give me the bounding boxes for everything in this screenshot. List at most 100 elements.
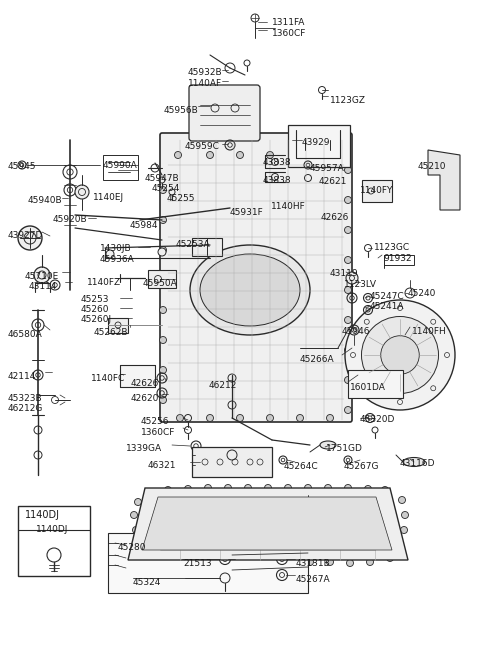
Circle shape xyxy=(75,185,89,199)
Ellipse shape xyxy=(200,254,300,326)
Circle shape xyxy=(247,558,253,566)
FancyBboxPatch shape xyxy=(160,133,352,422)
Circle shape xyxy=(206,558,214,566)
Text: 46580A: 46580A xyxy=(8,330,43,339)
Circle shape xyxy=(34,267,50,283)
Text: 43929: 43929 xyxy=(302,138,331,147)
Circle shape xyxy=(159,367,167,374)
Text: 45956B: 45956B xyxy=(164,106,199,115)
Text: 1140DJ: 1140DJ xyxy=(36,525,68,534)
Text: 43119: 43119 xyxy=(330,269,359,278)
Circle shape xyxy=(187,560,193,567)
Circle shape xyxy=(18,226,42,250)
Circle shape xyxy=(398,497,406,504)
Bar xyxy=(148,270,176,288)
Text: 45254: 45254 xyxy=(152,184,180,193)
Text: 1140FC: 1140FC xyxy=(91,374,125,383)
Text: 45241A: 45241A xyxy=(370,302,405,311)
Circle shape xyxy=(285,484,291,491)
Text: 43838: 43838 xyxy=(263,158,292,167)
Text: 43838: 43838 xyxy=(263,176,292,185)
Text: 45210: 45210 xyxy=(418,162,446,171)
Bar xyxy=(192,238,222,256)
Text: 45936A: 45936A xyxy=(100,255,135,264)
Circle shape xyxy=(345,226,351,233)
Circle shape xyxy=(237,151,243,159)
Circle shape xyxy=(326,415,334,421)
Text: 1430JB: 1430JB xyxy=(100,244,132,253)
Text: 1140FH: 1140FH xyxy=(412,327,447,336)
Circle shape xyxy=(345,196,351,203)
Text: 45253: 45253 xyxy=(81,295,109,304)
Text: 43131B: 43131B xyxy=(296,559,331,568)
Text: 45267A: 45267A xyxy=(296,575,331,584)
Text: 1140AF: 1140AF xyxy=(188,79,222,88)
Text: 43114: 43114 xyxy=(29,282,58,291)
Circle shape xyxy=(386,554,394,562)
Bar xyxy=(103,155,138,180)
Circle shape xyxy=(184,486,192,493)
Text: 45240: 45240 xyxy=(408,289,436,298)
Ellipse shape xyxy=(403,458,425,467)
Circle shape xyxy=(131,512,137,519)
Circle shape xyxy=(442,161,448,168)
Text: 45950A: 45950A xyxy=(143,279,178,288)
Text: 42626: 42626 xyxy=(131,379,159,388)
Text: 42621: 42621 xyxy=(319,177,348,186)
Text: 1360CF: 1360CF xyxy=(272,29,306,38)
Ellipse shape xyxy=(190,245,310,335)
Circle shape xyxy=(345,300,455,410)
Text: 1311FA: 1311FA xyxy=(272,18,305,27)
Circle shape xyxy=(204,484,212,491)
Polygon shape xyxy=(128,488,408,560)
Circle shape xyxy=(264,484,272,491)
Circle shape xyxy=(134,499,142,506)
Text: 45256: 45256 xyxy=(141,417,169,426)
Text: 1601DA: 1601DA xyxy=(350,383,386,392)
Circle shape xyxy=(345,376,351,384)
Circle shape xyxy=(159,396,167,404)
Text: 45946: 45946 xyxy=(342,327,371,336)
Text: 1339GA: 1339GA xyxy=(126,444,162,453)
Circle shape xyxy=(158,248,166,256)
Ellipse shape xyxy=(320,441,336,449)
Polygon shape xyxy=(142,497,392,550)
Circle shape xyxy=(345,287,351,294)
Bar xyxy=(288,125,350,167)
Bar xyxy=(108,533,308,593)
Polygon shape xyxy=(428,150,460,210)
Bar xyxy=(362,180,392,202)
Bar xyxy=(18,506,90,576)
Circle shape xyxy=(244,484,252,491)
Circle shape xyxy=(345,166,351,174)
Bar xyxy=(192,447,272,477)
Text: 1123LV: 1123LV xyxy=(344,280,377,289)
Circle shape xyxy=(106,250,114,258)
Circle shape xyxy=(132,526,140,534)
Circle shape xyxy=(227,558,233,566)
Circle shape xyxy=(448,187,456,194)
Text: 45957A: 45957A xyxy=(310,164,345,173)
Circle shape xyxy=(401,512,408,519)
Circle shape xyxy=(307,558,313,566)
Text: 45323B: 45323B xyxy=(8,394,43,403)
Circle shape xyxy=(177,415,183,421)
Circle shape xyxy=(159,307,167,313)
Text: 45260J: 45260J xyxy=(81,315,112,324)
Circle shape xyxy=(345,317,351,324)
Circle shape xyxy=(159,216,167,224)
Text: 45324: 45324 xyxy=(133,578,161,587)
Text: 45945: 45945 xyxy=(8,162,36,171)
Circle shape xyxy=(136,543,144,551)
Text: 42626: 42626 xyxy=(321,213,349,222)
Text: 21513: 21513 xyxy=(183,559,212,568)
Text: 45320D: 45320D xyxy=(360,415,396,424)
Text: 45920B: 45920B xyxy=(53,215,88,224)
Circle shape xyxy=(400,526,408,534)
Text: 45280: 45280 xyxy=(118,543,146,552)
Circle shape xyxy=(347,560,353,567)
Circle shape xyxy=(266,558,274,566)
Text: 45267G: 45267G xyxy=(344,462,380,471)
Text: 1140EJ: 1140EJ xyxy=(93,193,124,202)
Circle shape xyxy=(266,415,274,421)
